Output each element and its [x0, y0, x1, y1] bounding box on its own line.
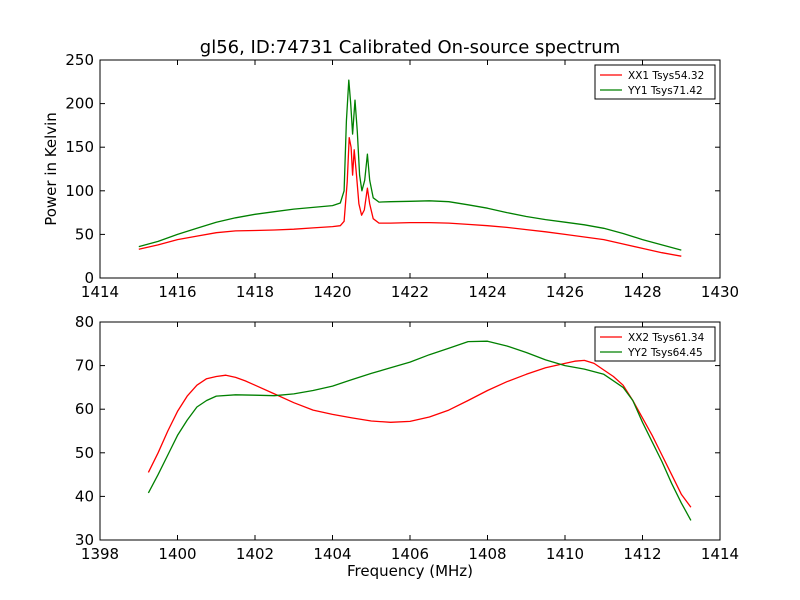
chart-bottom-x-tick-label: 1400: [158, 545, 196, 563]
chart-top-y-tick-label: 0: [84, 269, 94, 287]
chart-bottom-x-tick-label: 1404: [313, 545, 351, 563]
chart-top-y-tick-label: 150: [65, 138, 94, 156]
chart-bottom-y-tick-label: 80: [75, 313, 94, 331]
chart-bottom-legend-box: [594, 326, 716, 362]
chart-bottom: Frequency (MHz) 1398 1400 1402 1404 1406 1408…: [75, 313, 739, 580]
chart-bottom-x-axis-label: Frequency (MHz): [347, 562, 473, 580]
chart-top-x-tick-label: 1422: [391, 283, 429, 301]
chart-bottom-y-tick-label: 60: [75, 400, 94, 418]
chart-bottom-y-tick-label: 30: [75, 531, 94, 549]
chart-top-y-axis-label: Power in Kelvin: [42, 112, 60, 226]
chart-top-x-tick-label: 1426: [546, 283, 584, 301]
chart-top-series-line-1: [138, 136, 682, 257]
chart-top-title: gl56, ID:74731 Calibrated On-source spec…: [200, 37, 620, 58]
chart-top-x-tick-label: 1430: [701, 283, 739, 301]
chart-bottom-plot-area: 1398 1400 1402 1404 1406 1408 1410 1412 1414 30 40…: [75, 313, 739, 563]
chart-bottom-x-tick-label: 1410: [546, 545, 584, 563]
chart-top-y-tick-label: 100: [65, 182, 94, 200]
chart-top-legend-label-2: YY1 Tsys71.42: [627, 85, 703, 97]
chart-bottom-series-line-1: [147, 359, 692, 508]
chart-bottom-x-tick-label: 1406: [391, 545, 429, 563]
chart-top-legend-box: [594, 64, 716, 100]
chart-top-x-tick-label: 1424: [468, 283, 506, 301]
chart-bottom-series-line-2: [147, 340, 692, 521]
chart-top-x-tick-label: 1414: [81, 283, 119, 301]
chart-bottom-x-tick-label: 1402: [236, 545, 274, 563]
chart-bottom-legend-label-1: XX2 Tsys61.34: [628, 332, 705, 344]
chart-top-y-tick-label: 250: [65, 51, 94, 69]
chart-bottom-x-tick-label: 1412: [623, 545, 661, 563]
chart-bottom-y-tick-label: 70: [75, 357, 94, 375]
chart-top-legend: XX1 Tsys54.32 YY1 Tsys71.42: [594, 64, 716, 100]
chart-top-series-line-2: [138, 79, 682, 251]
chart-top-plot-area: 1414 1416 1418 1420 1422 1424 1426 1428 1430 0 50 1…: [65, 51, 739, 301]
chart-top-x-tick-label: 1428: [623, 283, 661, 301]
chart-top-legend-label-1: XX1 Tsys54.32: [628, 70, 704, 82]
chart-top-x-tick-label: 1420: [313, 283, 351, 301]
chart-bottom-y-tick-label: 50: [75, 444, 94, 462]
chart-bottom-x-tick-label: 1398: [81, 545, 119, 563]
chart-bottom-legend-label-2: YY2 Tsys64.45: [627, 347, 703, 359]
chart-top: gl56, ID:74731 Calibrated On-source spec…: [42, 37, 739, 301]
chart-top-y-tick-label: 200: [65, 95, 94, 113]
chart-top-x-tick-label: 1418: [236, 283, 274, 301]
chart-bottom-x-tick-label: 1414: [701, 545, 739, 563]
chart-bottom-y-tick-label: 40: [75, 487, 94, 505]
chart-top-x-tick-label: 1416: [158, 283, 196, 301]
chart-top-y-tick-label: 50: [75, 225, 94, 243]
chart-bottom-x-tick-label: 1408: [468, 545, 506, 563]
chart-bottom-legend: XX2 Tsys61.34 YY2 Tsys64.45: [594, 326, 716, 362]
